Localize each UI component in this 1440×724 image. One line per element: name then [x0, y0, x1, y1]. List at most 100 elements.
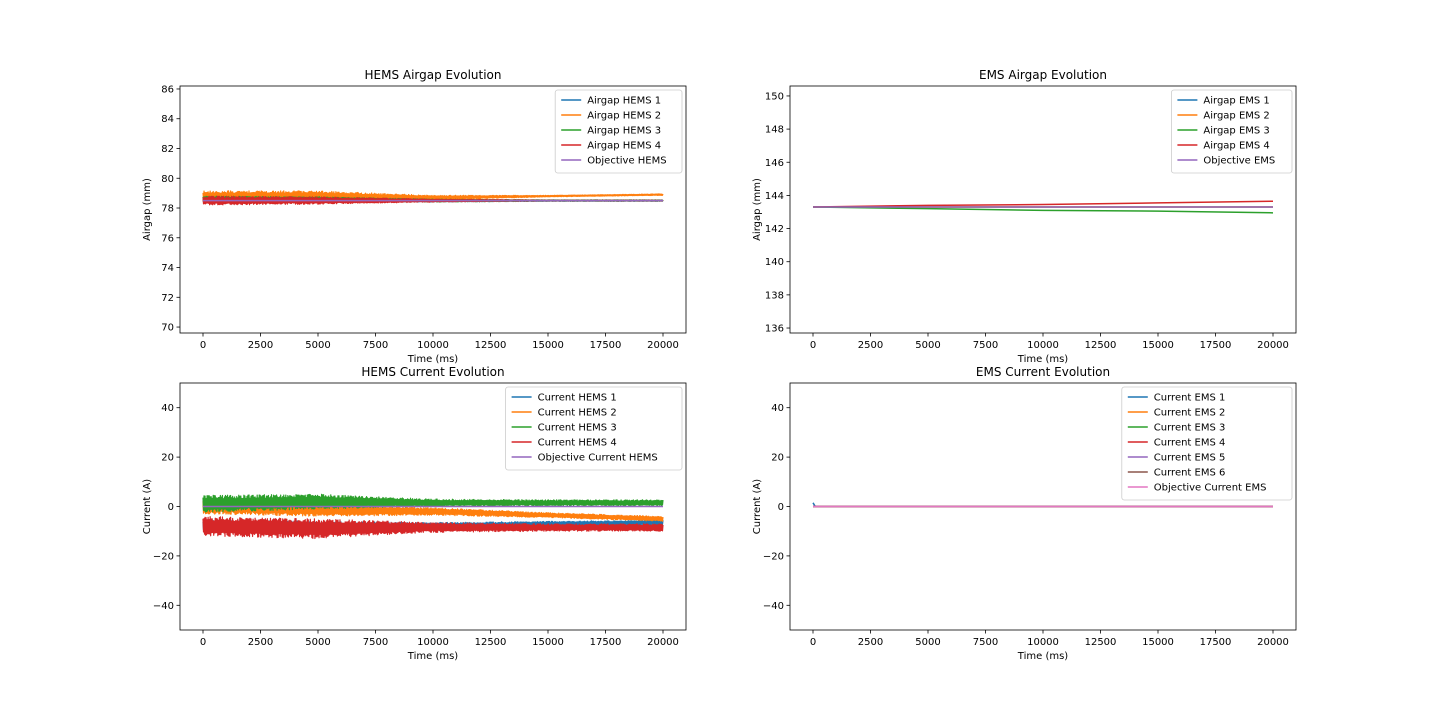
series-line-2 — [202, 190, 664, 202]
y-tick-label: 40 — [771, 403, 784, 414]
y-tick-label: 82 — [161, 144, 174, 155]
legend-label: Airgap EMS 3 — [1203, 126, 1269, 137]
plot-area — [202, 493, 664, 540]
y-tick-label: 76 — [161, 233, 174, 244]
y-tick-label: 70 — [161, 323, 174, 334]
series-line-4 — [812, 200, 1274, 208]
legend-label: Current EMS 5 — [1154, 453, 1226, 464]
legend-label: Airgap HEMS 4 — [587, 141, 661, 152]
y-tick-label: 138 — [765, 290, 784, 301]
chart-3: 0 2500 5000 7500 10000 12500 15000 17500 20000 −4… — [142, 365, 687, 662]
legend: Airgap EMS 1 Airgap EMS 2 Airgap EMS 3 Airg… — [1171, 89, 1293, 174]
y-tick-label: 146 — [765, 158, 784, 169]
x-tick-label: 15000 — [532, 340, 564, 351]
legend-label: Current HEMS 4 — [538, 438, 617, 449]
y-tick-label: 140 — [765, 257, 784, 268]
x-axis-label: Time (ms) — [1017, 354, 1069, 365]
chart-title: HEMS Current Evolution — [361, 365, 504, 379]
y-axis-label: Current (A) — [752, 479, 763, 534]
x-tick-label: 12500 — [1085, 340, 1117, 351]
x-tick-label: 5000 — [915, 340, 940, 351]
legend-label: Objective HEMS — [587, 156, 666, 167]
x-tick-label: 20000 — [647, 637, 679, 648]
legend: Current HEMS 1 Current HEMS 2 Current HEMS… — [505, 386, 683, 471]
x-tick-label: 0 — [200, 637, 206, 648]
series-line-3 — [202, 493, 664, 513]
x-tick-label: 7500 — [363, 340, 388, 351]
x-tick-label: 2500 — [248, 637, 273, 648]
x-tick-label: 12500 — [1085, 637, 1117, 648]
chart-title: EMS Airgap Evolution — [979, 68, 1107, 82]
y-tick-label: 74 — [161, 263, 174, 274]
x-axis-label: Time (ms) — [407, 651, 459, 662]
y-tick-label: 148 — [765, 125, 784, 136]
legend-label: Airgap HEMS 1 — [587, 96, 661, 107]
chart-title: EMS Current Evolution — [976, 365, 1110, 379]
y-tick-label: 84 — [161, 114, 174, 125]
y-tick-label: 72 — [161, 293, 174, 304]
y-tick-label: 78 — [161, 204, 174, 215]
chart-title: HEMS Airgap Evolution — [364, 68, 501, 82]
y-tick-label: 40 — [161, 403, 174, 414]
x-tick-label: 12500 — [475, 637, 507, 648]
legend-label: Current EMS 4 — [1154, 438, 1226, 449]
y-tick-label: −20 — [153, 551, 174, 562]
x-tick-label: 7500 — [973, 340, 998, 351]
legend: Current EMS 1 Current EMS 2 Current EMS 3 C… — [1121, 386, 1293, 501]
legend-label: Objective EMS — [1203, 156, 1275, 167]
legend-frame — [1171, 89, 1293, 174]
chart-1: 0 2500 5000 7500 10000 12500 15000 17500 20000 70… — [142, 68, 687, 365]
y-axis-label: Current (A) — [142, 479, 153, 534]
legend-label: Current HEMS 1 — [538, 393, 617, 404]
legend-frame — [1121, 386, 1293, 501]
x-tick-label: 10000 — [417, 637, 449, 648]
x-tick-label: 2500 — [248, 340, 273, 351]
x-tick-label: 12500 — [475, 340, 507, 351]
plot-area — [812, 502, 1273, 508]
legend-label: Current HEMS 2 — [538, 408, 617, 419]
legend-label: Airgap HEMS 3 — [587, 126, 661, 137]
x-tick-label: 0 — [200, 340, 206, 351]
y-axis-label: Airgap (mm) — [142, 178, 153, 241]
x-tick-label: 2500 — [858, 637, 883, 648]
x-tick-label: 5000 — [305, 637, 330, 648]
x-tick-label: 15000 — [532, 637, 564, 648]
y-tick-label: 136 — [765, 324, 784, 335]
legend-frame — [554, 89, 683, 174]
y-tick-label: 80 — [161, 174, 174, 185]
x-tick-label: 0 — [810, 340, 816, 351]
legend-label: Airgap HEMS 2 — [587, 111, 661, 122]
legend-label: Current EMS 2 — [1154, 408, 1226, 419]
y-tick-label: −40 — [153, 601, 174, 612]
legend-label: Current HEMS 3 — [538, 423, 617, 434]
legend-label: Current EMS 3 — [1154, 423, 1226, 434]
plot-area — [812, 200, 1274, 214]
y-tick-label: 0 — [168, 502, 174, 513]
x-tick-label: 15000 — [1142, 637, 1174, 648]
y-tick-label: 20 — [161, 453, 174, 464]
legend-label: Current EMS 1 — [1154, 393, 1226, 404]
y-tick-label: −20 — [763, 551, 784, 562]
y-tick-label: 86 — [161, 84, 174, 95]
x-axis-label: Time (ms) — [407, 354, 459, 365]
x-tick-label: 17500 — [590, 340, 622, 351]
legend-label: Airgap EMS 4 — [1203, 141, 1269, 152]
x-tick-label: 7500 — [973, 637, 998, 648]
x-tick-label: 10000 — [1027, 340, 1059, 351]
x-tick-label: 5000 — [915, 637, 940, 648]
series-line-3 — [812, 206, 1274, 214]
series-line-4 — [202, 516, 664, 540]
x-tick-label: 20000 — [1257, 637, 1289, 648]
legend-label: Airgap EMS 2 — [1203, 111, 1269, 122]
x-tick-label: 5000 — [305, 340, 330, 351]
y-tick-label: 20 — [771, 453, 784, 464]
y-axis-label: Airgap (mm) — [752, 178, 763, 241]
x-axis-label: Time (ms) — [1017, 651, 1069, 662]
y-tick-label: −40 — [763, 601, 784, 612]
legend-label: Objective Current HEMS — [538, 453, 658, 464]
x-tick-label: 17500 — [1200, 637, 1232, 648]
x-tick-label: 17500 — [590, 637, 622, 648]
x-tick-label: 7500 — [363, 637, 388, 648]
